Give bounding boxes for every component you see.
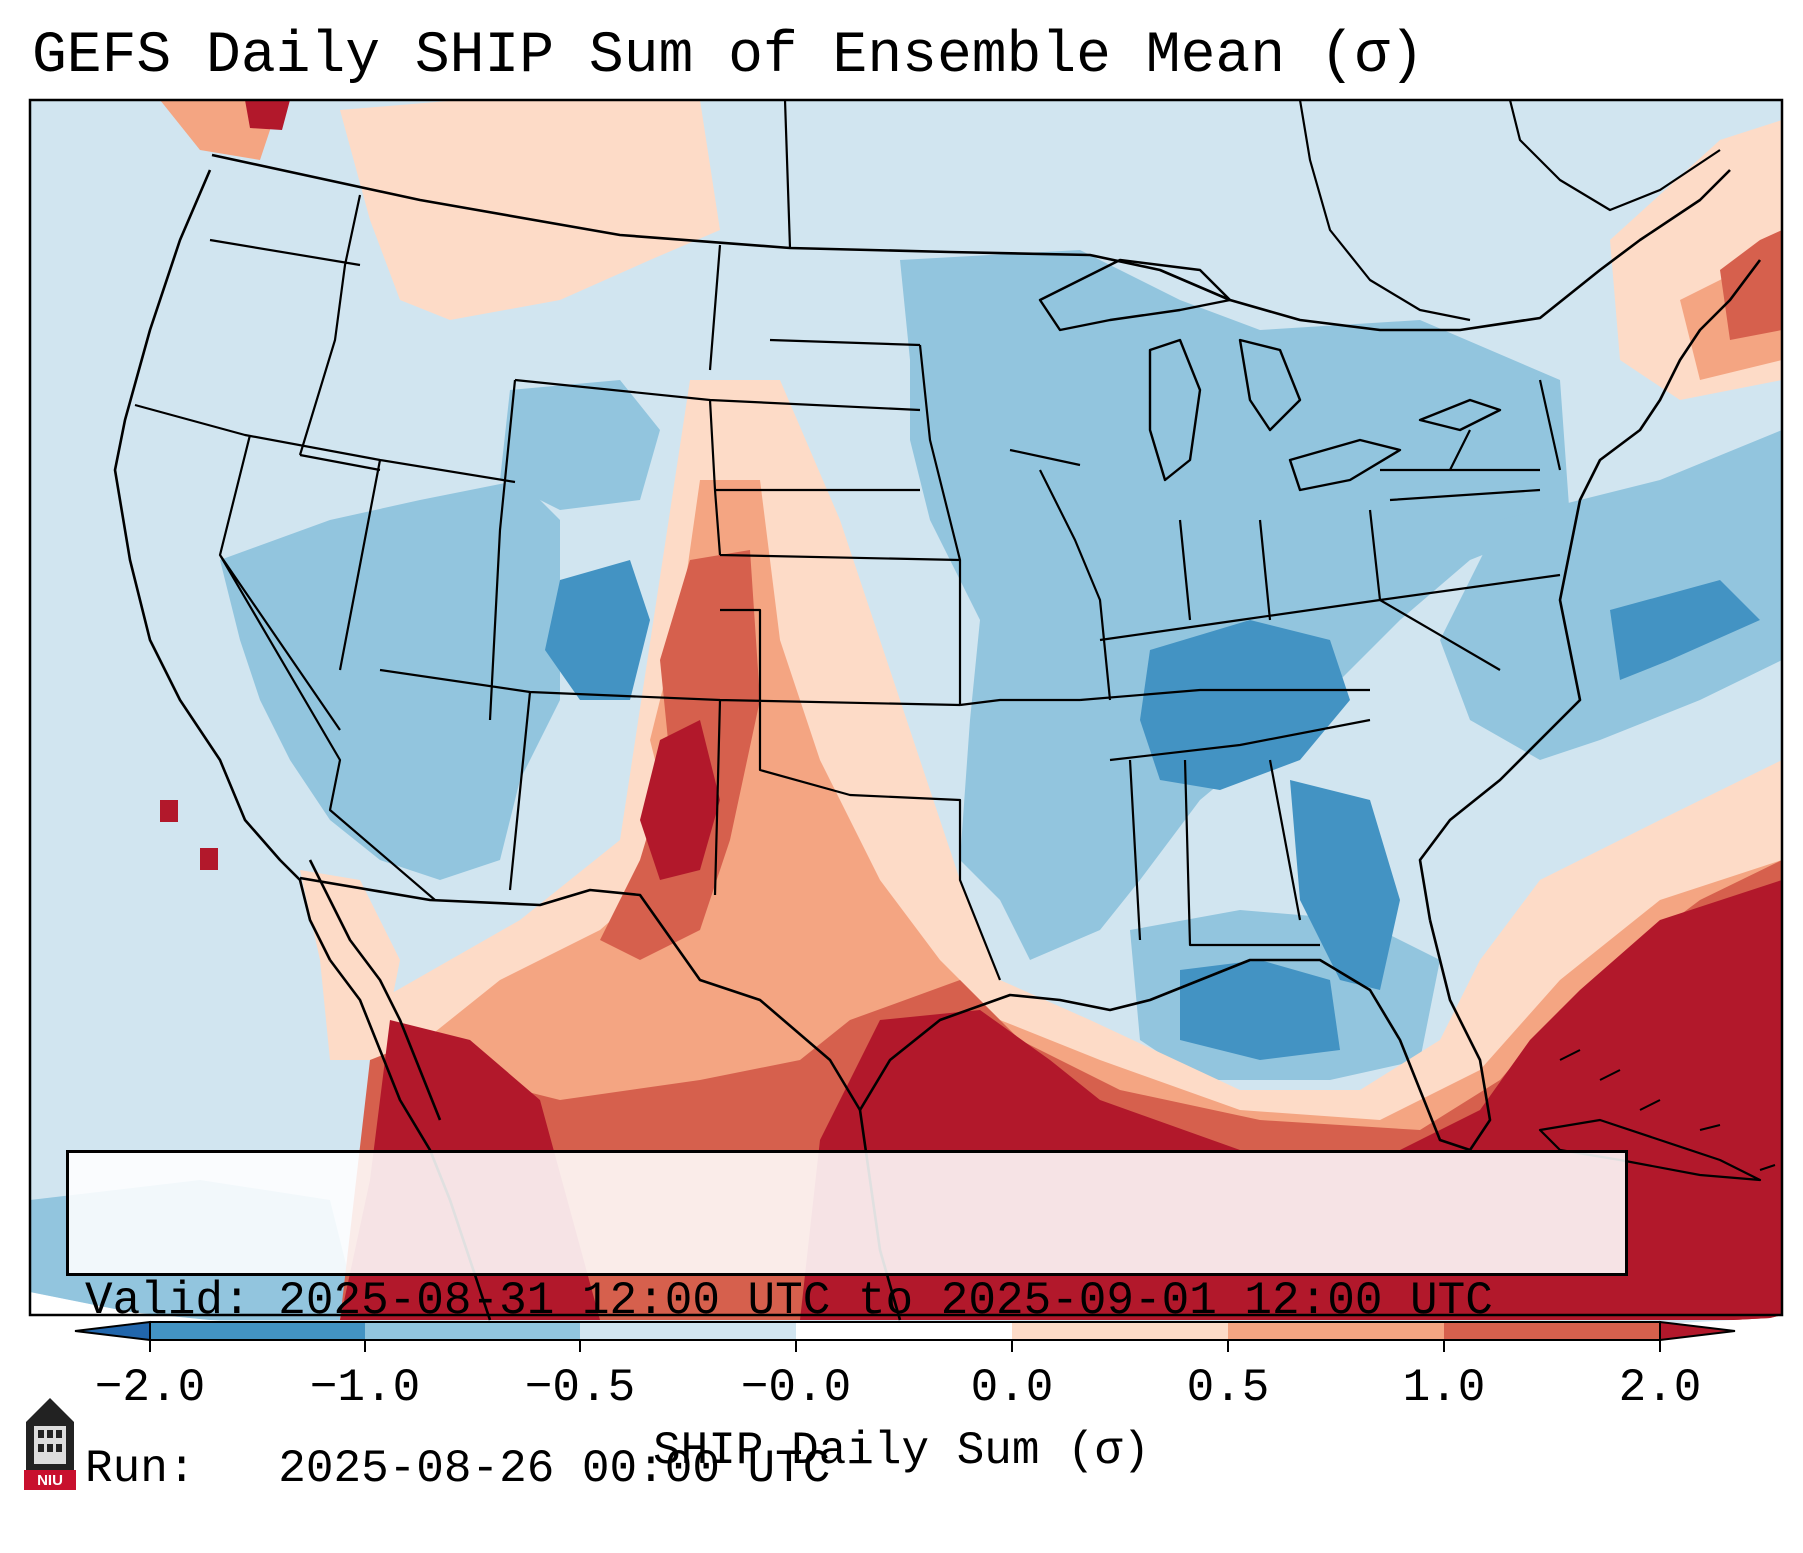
plot-title: GEFS Daily SHIP Sum of Ensemble Mean (σ) xyxy=(32,24,1425,89)
baja-coast xyxy=(308,859,442,1121)
valid-value: 2025-08-31 12:00 UTC to 2025-09-01 12:00… xyxy=(278,1275,1493,1327)
colorbar-extend-high xyxy=(1659,1320,1736,1342)
field-darkblue-gulf xyxy=(1180,960,1340,1060)
colorbar-bin-4 xyxy=(796,1322,1012,1340)
field-darkred-nm xyxy=(640,720,720,880)
east-coast xyxy=(1418,259,1762,921)
colorbar-tick-label: 1.0 xyxy=(1402,1362,1486,1414)
colorbar xyxy=(74,1320,1736,1352)
run-value: 2025-08-26 00:00 UTC xyxy=(278,1443,831,1495)
field-midblue-atlantic xyxy=(1440,430,1782,760)
colorbar-label: SHIP Daily Sum (σ) xyxy=(653,1425,1150,1477)
colorbar-bin-5 xyxy=(1012,1322,1228,1340)
us-canada-border xyxy=(211,153,1731,332)
colorbar-outline xyxy=(149,1321,1661,1341)
field-darkred-pacific-pixel xyxy=(160,800,178,822)
colorbar-tick-label: −0.5 xyxy=(524,1362,636,1414)
colorbar-tick-label: −1.0 xyxy=(309,1362,421,1414)
field-darkblue-atl xyxy=(1610,580,1760,680)
bahamas xyxy=(1559,1049,1776,1171)
gulf-coast xyxy=(858,919,1492,1152)
valid-line: Valid: 2025-08-31 12:00 UTC to 2025-09-0… xyxy=(85,1273,1609,1329)
colorbar-bin-7 xyxy=(1444,1322,1660,1340)
colorbar-tick-label: −0.0 xyxy=(740,1362,852,1414)
field-midblue-central xyxy=(900,250,1570,960)
colorbar-bin-1 xyxy=(150,1322,365,1340)
colorbar-tick-label: 2.0 xyxy=(1618,1362,1702,1414)
boundaries xyxy=(113,99,1776,1321)
field-red-ne xyxy=(1720,230,1782,340)
colorbar-bin-6 xyxy=(1228,1322,1444,1340)
field-darkblue-co xyxy=(545,560,650,700)
colorbar-tick-label: −2.0 xyxy=(94,1362,206,1414)
field-darkred-nw-corner xyxy=(245,100,290,130)
map-border xyxy=(28,98,1784,1317)
state-lines-west xyxy=(134,99,1562,981)
us-west-coast xyxy=(113,169,332,961)
colorbar-bin-2 xyxy=(365,1322,580,1340)
run-line: Run: 2025-08-26 00:00 UTC xyxy=(85,1441,1609,1497)
field-darkblue-tn xyxy=(1140,620,1350,790)
field-lightred-rockies xyxy=(340,100,720,320)
colorbar-bin-3 xyxy=(580,1322,796,1340)
field-darkblue-fl-ga xyxy=(1290,780,1400,990)
logo-text: NIU xyxy=(37,1472,63,1489)
field-darkred-pacific-pixel-2 xyxy=(200,848,218,870)
colorbar-tick-label: 0.0 xyxy=(970,1362,1054,1414)
field-midblue-west xyxy=(220,480,560,880)
great-lakes xyxy=(1038,258,1502,492)
colorbar-tick-label: 0.5 xyxy=(1186,1362,1270,1414)
us-mexico-border xyxy=(299,876,862,1111)
niu-logo xyxy=(24,1398,76,1490)
field-lightred-baja xyxy=(300,870,400,1060)
run-label: Run: xyxy=(85,1443,196,1495)
valid-run-info-box: Valid: 2025-08-31 12:00 UTC to 2025-09-0… xyxy=(66,1150,1628,1495)
field-midblue-wy xyxy=(500,380,660,510)
canada-coast xyxy=(1298,99,1721,322)
valid-label: Valid: xyxy=(85,1275,251,1327)
